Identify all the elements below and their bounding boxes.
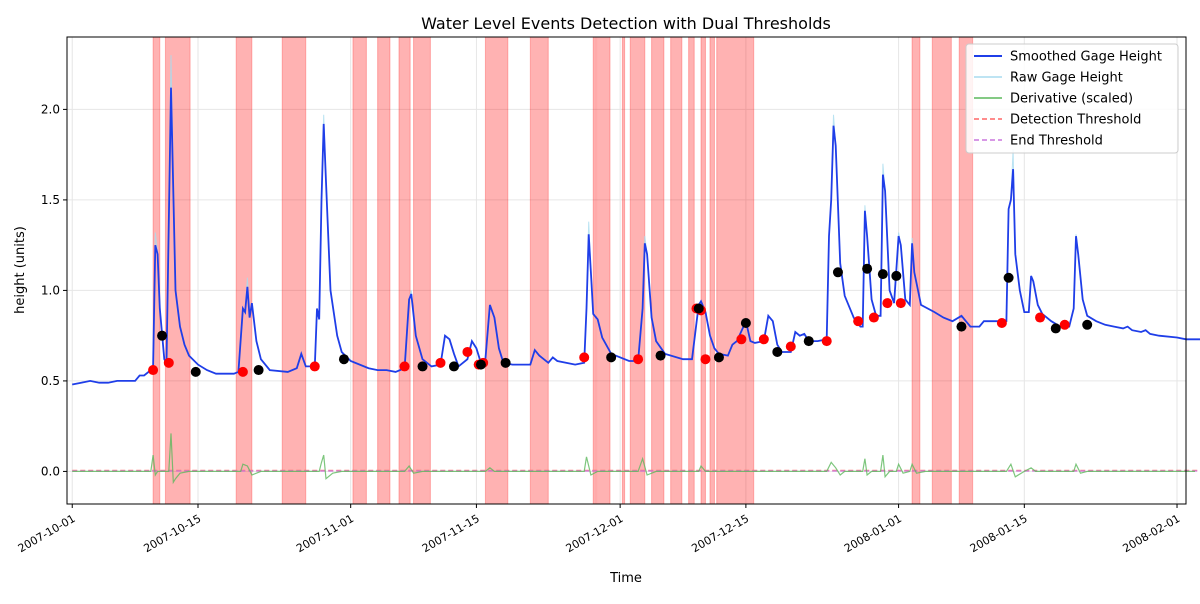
event-end-point xyxy=(501,358,511,368)
event-end-point xyxy=(1004,273,1014,283)
event-end-point xyxy=(1082,320,1092,330)
event-end-point xyxy=(339,354,349,364)
event-region xyxy=(717,37,754,504)
event-start-point xyxy=(759,334,769,344)
event-start-point xyxy=(736,334,746,344)
event-start-point xyxy=(700,354,710,364)
event-region xyxy=(593,37,595,504)
y-tick-label: 1.0 xyxy=(41,283,60,297)
legend-label: Smoothed Gage Height xyxy=(1010,50,1162,65)
event-end-point xyxy=(862,264,872,274)
event-start-point xyxy=(786,342,796,352)
event-end-point xyxy=(418,361,428,371)
y-axis-label: height (units) xyxy=(13,226,28,314)
event-start-point xyxy=(435,358,445,368)
y-tick-label: 0.5 xyxy=(41,374,60,388)
event-start-point xyxy=(164,358,174,368)
event-region xyxy=(414,37,431,504)
event-start-point xyxy=(853,316,863,326)
event-end-point xyxy=(956,322,966,332)
event-end-point xyxy=(694,304,704,314)
chart-title: Water Level Events Detection with Dual T… xyxy=(421,14,831,33)
event-end-point xyxy=(606,352,616,362)
event-end-point xyxy=(191,367,201,377)
event-end-point xyxy=(656,351,666,361)
event-region xyxy=(630,37,645,504)
y-tick-label: 0.0 xyxy=(41,464,60,478)
x-axis-label: Time xyxy=(609,571,642,586)
y-tick-label: 2.0 xyxy=(41,102,60,116)
event-region xyxy=(652,37,664,504)
event-start-point xyxy=(997,318,1007,328)
event-start-point xyxy=(310,361,320,371)
legend-label: End Threshold xyxy=(1010,134,1103,149)
event-region xyxy=(165,37,190,504)
legend-label: Detection Threshold xyxy=(1010,113,1141,128)
event-start-point xyxy=(822,336,832,346)
event-start-point xyxy=(148,365,158,375)
event-end-point xyxy=(878,269,888,279)
event-region xyxy=(399,37,410,504)
event-start-point xyxy=(869,313,879,323)
event-end-point xyxy=(476,360,486,370)
event-start-point xyxy=(238,367,248,377)
event-region xyxy=(710,37,714,504)
event-end-point xyxy=(833,267,843,277)
event-end-point xyxy=(891,271,901,281)
event-end-point xyxy=(804,336,814,346)
event-start-point xyxy=(579,352,589,362)
event-region xyxy=(689,37,695,504)
event-start-point xyxy=(1035,313,1045,323)
event-region xyxy=(912,37,920,504)
event-start-point xyxy=(400,361,410,371)
event-start-point xyxy=(882,298,892,308)
event-start-point xyxy=(462,347,472,357)
event-region xyxy=(378,37,390,504)
event-region xyxy=(932,37,951,504)
legend: Smoothed Gage Height Raw Gage Height Deriv… xyxy=(966,44,1178,153)
event-region xyxy=(485,37,507,504)
event-start-point xyxy=(896,298,906,308)
event-start-point xyxy=(633,354,643,364)
event-end-point xyxy=(741,318,751,328)
event-region xyxy=(353,37,366,504)
event-end-point xyxy=(254,365,264,375)
event-region xyxy=(701,37,705,504)
event-region xyxy=(671,37,682,504)
legend-label: Derivative (scaled) xyxy=(1010,92,1133,107)
event-end-point xyxy=(714,352,724,362)
event-region xyxy=(530,37,548,504)
event-end-point xyxy=(449,361,459,371)
event-start-point xyxy=(1060,320,1070,330)
event-end-point xyxy=(1051,323,1061,333)
event-region xyxy=(236,37,252,504)
event-end-point xyxy=(772,347,782,357)
y-tick-label: 1.5 xyxy=(41,193,60,207)
event-region xyxy=(282,37,306,504)
event-region xyxy=(622,37,624,504)
event-region xyxy=(597,37,610,504)
event-end-point xyxy=(157,331,167,341)
legend-label: Raw Gage Height xyxy=(1010,71,1123,86)
